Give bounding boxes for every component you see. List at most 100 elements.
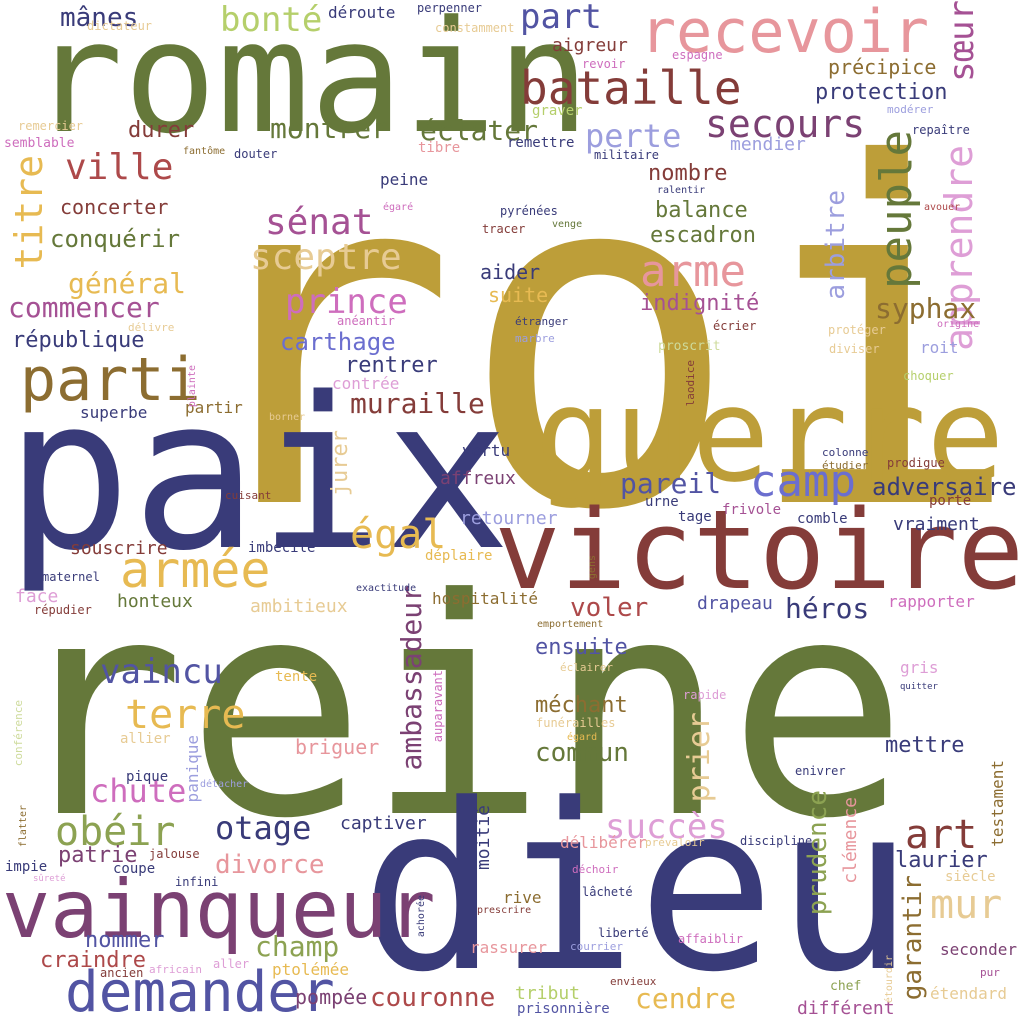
word: répudier [34, 603, 92, 617]
word: carthage [280, 328, 396, 356]
word: discipline [740, 834, 813, 848]
word: commencer [8, 291, 160, 324]
word: perte [585, 117, 682, 155]
word: auparavant [431, 670, 445, 743]
word: fantôme [183, 146, 226, 157]
word: remercier [18, 119, 84, 133]
word: espagne [672, 48, 723, 62]
word: ensuite [535, 635, 628, 660]
word: prudence [803, 790, 833, 916]
word: tribut [515, 983, 581, 1004]
word: cendre [635, 982, 737, 1015]
word: reine [5, 535, 909, 884]
word: mur [930, 882, 1003, 928]
word: africain [149, 963, 202, 976]
word: déplaire [425, 548, 493, 564]
word: victoire [494, 486, 1024, 614]
word: coupe [113, 861, 156, 877]
word: courrier [570, 940, 623, 953]
word: chef [830, 979, 862, 994]
word: avouer [924, 202, 961, 213]
word: pareil [620, 467, 722, 500]
word: divorce [215, 850, 325, 880]
word: jurer [328, 430, 353, 497]
word: drapeau [697, 593, 773, 614]
word: retourner [460, 508, 558, 529]
word: choquer [903, 369, 954, 383]
word: délibérer [560, 833, 647, 852]
word: romain [30, 0, 590, 168]
word: colonne [822, 446, 869, 459]
word: liberté [598, 926, 649, 940]
word: secours [705, 102, 866, 146]
word: nommer [85, 928, 165, 953]
word: achorée [416, 895, 427, 938]
word: tente [275, 669, 318, 685]
word: peine [380, 170, 429, 189]
word: dieu [360, 756, 914, 1023]
word: cuisant [225, 489, 272, 502]
word: affreux [440, 468, 516, 489]
word: militaire [594, 148, 660, 162]
word: concerter [60, 195, 169, 219]
word: patrie [58, 843, 138, 868]
word: sceptre [250, 237, 402, 278]
word: frivole [722, 502, 782, 518]
word: rassurer [470, 938, 548, 957]
word: écrier [713, 319, 757, 333]
word: prévaloir [645, 836, 705, 849]
word: héros [785, 592, 870, 625]
word: modérer [887, 103, 934, 116]
word: testament [988, 760, 1007, 847]
word: borner [269, 412, 306, 423]
word: égaré [383, 202, 414, 213]
word: vainqueur [2, 863, 436, 956]
word: infini [175, 875, 219, 889]
word: syphax [875, 292, 977, 325]
word: aller [213, 957, 250, 971]
word: dictateur [87, 19, 153, 33]
word: porte [929, 493, 972, 509]
word: origine [937, 319, 980, 330]
word: revoir [582, 57, 626, 71]
word: otage [215, 809, 312, 847]
word: méchant [535, 693, 628, 718]
word: arbitre [821, 190, 851, 300]
word: ville [65, 147, 174, 188]
word: protection [815, 80, 948, 105]
word: égal [350, 512, 447, 558]
word: part [520, 0, 602, 37]
word: quitter [900, 682, 938, 692]
word: vaincu [100, 652, 223, 692]
word: partir [185, 398, 243, 417]
word: protéger [828, 323, 886, 337]
word: ptolémée [272, 960, 350, 979]
word: seconder [940, 940, 1018, 959]
word: rive [503, 888, 542, 907]
word: prier [682, 712, 717, 803]
word: semblable [4, 136, 75, 151]
word: arme [640, 246, 746, 297]
word: apprendre [937, 145, 981, 351]
word: éclairer [560, 661, 613, 674]
word: paix [5, 352, 511, 597]
word: ralentir [657, 185, 706, 196]
word: envieux [610, 975, 657, 988]
word: déroute [328, 3, 396, 22]
word: nombre [648, 161, 728, 186]
word: détacher [200, 779, 249, 790]
word: contrée [332, 374, 400, 393]
word: étendard [930, 984, 1008, 1003]
word: hospitalité [432, 589, 538, 608]
word: prescrire [477, 905, 532, 916]
word: aigreur [552, 35, 628, 56]
word: couronne [370, 983, 496, 1013]
word: panique [183, 735, 202, 803]
word: laurier [895, 848, 988, 873]
word: affaiblir [678, 932, 744, 946]
word: pique [126, 769, 169, 785]
word: garantir [898, 875, 928, 1001]
word: enivrer [795, 764, 846, 778]
word: chute [90, 772, 187, 810]
